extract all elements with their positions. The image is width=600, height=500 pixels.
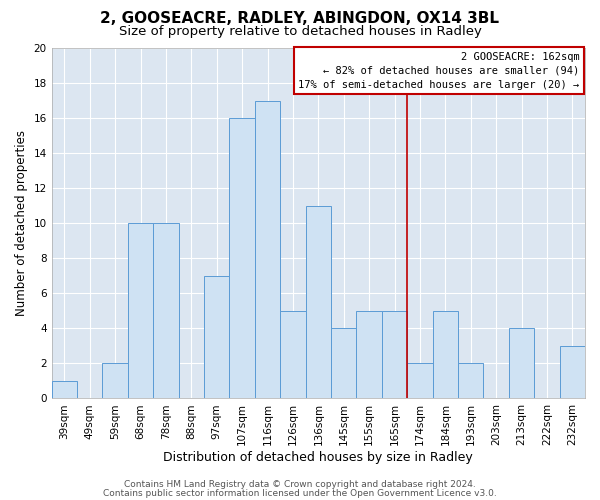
Bar <box>229 118 255 398</box>
Text: Contains HM Land Registry data © Crown copyright and database right 2024.: Contains HM Land Registry data © Crown c… <box>124 480 476 489</box>
Bar <box>305 206 331 398</box>
Text: 2 GOOSEACRE: 162sqm
← 82% of detached houses are smaller (94)
17% of semi-detach: 2 GOOSEACRE: 162sqm ← 82% of detached ho… <box>298 52 580 90</box>
Bar <box>356 311 382 398</box>
Bar <box>509 328 534 398</box>
Bar <box>433 311 458 398</box>
Bar <box>280 311 305 398</box>
Bar <box>560 346 585 399</box>
Bar <box>255 100 280 399</box>
Y-axis label: Number of detached properties: Number of detached properties <box>15 130 28 316</box>
Bar <box>103 364 128 398</box>
X-axis label: Distribution of detached houses by size in Radley: Distribution of detached houses by size … <box>163 451 473 464</box>
Bar <box>204 276 229 398</box>
Bar <box>382 311 407 398</box>
Bar <box>128 223 153 398</box>
Bar <box>458 364 484 398</box>
Text: 2, GOOSEACRE, RADLEY, ABINGDON, OX14 3BL: 2, GOOSEACRE, RADLEY, ABINGDON, OX14 3BL <box>101 11 499 26</box>
Text: Size of property relative to detached houses in Radley: Size of property relative to detached ho… <box>119 25 481 38</box>
Bar <box>52 381 77 398</box>
Bar <box>153 223 179 398</box>
Bar <box>331 328 356 398</box>
Text: Contains public sector information licensed under the Open Government Licence v3: Contains public sector information licen… <box>103 488 497 498</box>
Bar <box>407 364 433 398</box>
